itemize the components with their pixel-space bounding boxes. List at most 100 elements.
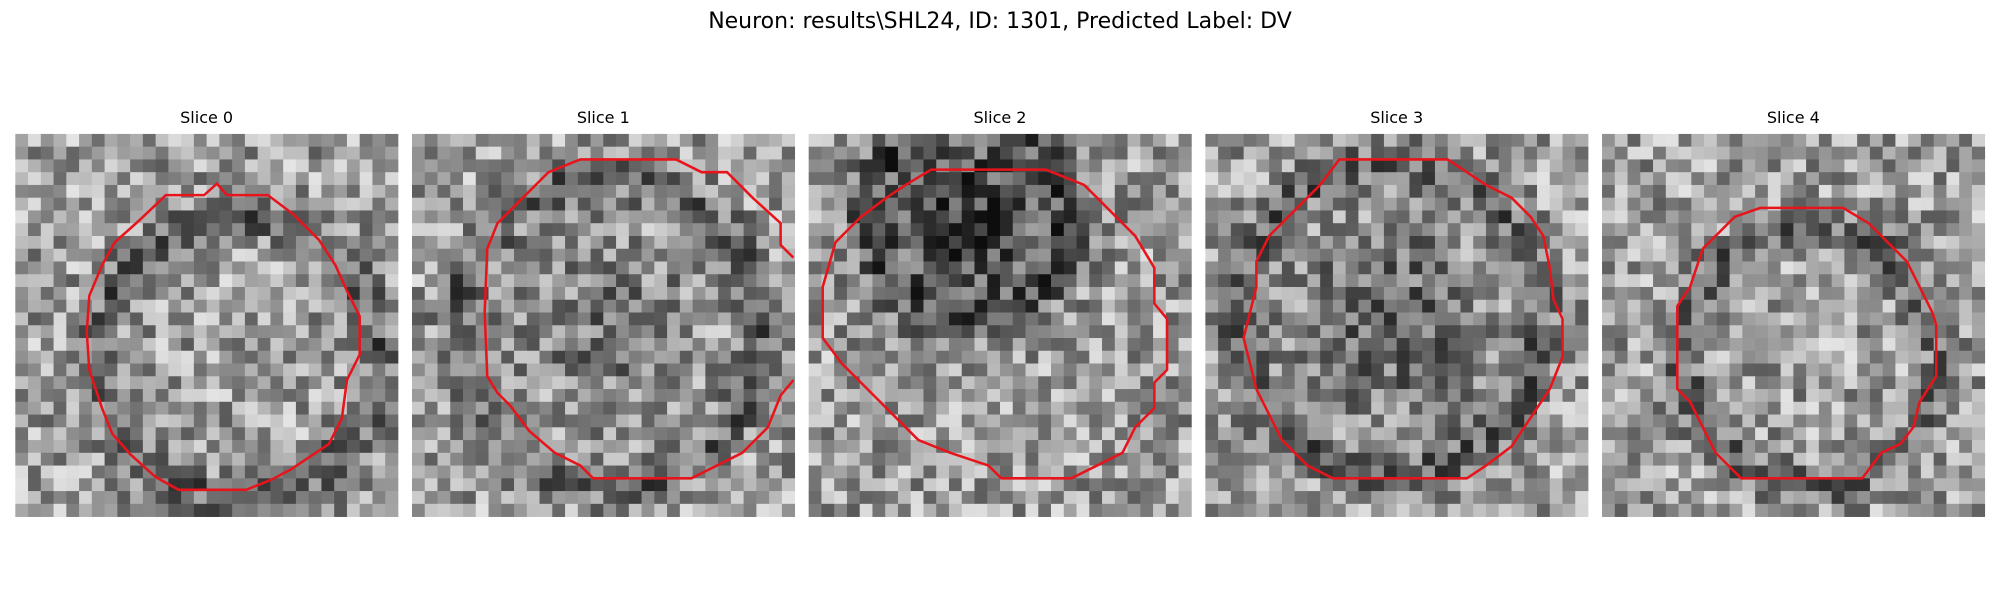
pixel	[1665, 376, 1679, 390]
pixel	[334, 452, 348, 466]
pixel	[1920, 478, 1935, 492]
pixel	[526, 440, 540, 454]
pixel	[1920, 401, 1935, 415]
pixel	[1332, 248, 1347, 262]
pixel	[987, 427, 1001, 441]
pixel	[1434, 363, 1449, 377]
pixel	[885, 146, 899, 160]
pixel	[1307, 197, 1321, 211]
pixel	[872, 286, 886, 301]
pixel	[1678, 338, 1692, 352]
pixel	[1371, 350, 1385, 364]
pixel	[1460, 197, 1474, 211]
pixel	[1345, 440, 1359, 454]
pixel	[1422, 286, 1436, 301]
pixel	[1653, 197, 1667, 211]
pixel	[730, 363, 745, 377]
pixel	[117, 274, 131, 288]
pixel	[1051, 184, 1065, 199]
pixel	[1844, 235, 1858, 250]
pixel	[846, 261, 861, 275]
pixel	[219, 223, 233, 237]
pixel	[1562, 452, 1576, 466]
pixel	[40, 491, 54, 505]
pixel	[206, 146, 220, 160]
pixel	[756, 312, 770, 326]
pixel	[1831, 235, 1845, 250]
pixel	[244, 133, 259, 148]
pixel	[1218, 274, 1232, 288]
pixel	[577, 274, 591, 288]
pixel	[730, 389, 745, 403]
pixel	[321, 478, 335, 492]
pixel	[359, 338, 373, 352]
pixel	[1704, 350, 1718, 364]
pixel	[910, 350, 924, 364]
pixel	[1933, 286, 1947, 301]
pixel	[1256, 440, 1270, 454]
pixel	[1882, 248, 1896, 262]
pixel	[923, 184, 937, 199]
pixel	[1959, 440, 1973, 454]
pixel	[142, 248, 156, 262]
pixel	[1165, 465, 1179, 479]
pixel	[628, 427, 642, 441]
pixel	[450, 389, 464, 403]
pixel	[692, 325, 706, 339]
pixel	[1640, 286, 1654, 301]
pixel	[1575, 299, 1589, 313]
pixel	[475, 299, 489, 313]
pixel	[1038, 261, 1052, 275]
pixel	[1320, 184, 1334, 199]
pixel	[334, 210, 348, 224]
pixel	[641, 223, 655, 237]
pixel	[1831, 261, 1845, 275]
pixel	[475, 414, 489, 428]
pixel	[1243, 465, 1257, 479]
pixel	[270, 248, 284, 262]
pixel	[1114, 299, 1128, 313]
pixel	[359, 133, 373, 148]
pixel	[821, 223, 835, 237]
pixel	[501, 184, 515, 199]
pixel	[168, 159, 182, 173]
pixel	[1844, 350, 1858, 364]
pixel	[1434, 401, 1449, 415]
pixel	[1780, 133, 1794, 148]
pixel	[859, 401, 873, 415]
pixel	[1511, 389, 1525, 403]
pixel	[1025, 223, 1039, 237]
pixel	[846, 465, 861, 479]
pixel	[718, 503, 732, 517]
pixel	[1602, 274, 1616, 288]
pixel	[1473, 452, 1487, 466]
pixel	[1140, 159, 1154, 173]
pixel	[219, 491, 233, 505]
pixel	[987, 286, 1001, 301]
pixel	[219, 503, 233, 517]
pixel	[1959, 299, 1973, 313]
pixel	[526, 452, 540, 466]
pixel	[756, 338, 770, 352]
pixel	[1205, 133, 1219, 148]
pixel	[1025, 350, 1039, 364]
pixel	[1205, 210, 1219, 224]
pixel	[372, 465, 386, 479]
pixel	[974, 223, 988, 237]
pixel	[1716, 210, 1730, 224]
pixel	[219, 312, 233, 326]
pixel	[283, 491, 297, 505]
pixel	[859, 427, 873, 441]
pixel	[1281, 146, 1296, 160]
pixel	[808, 440, 822, 454]
pixel	[1640, 325, 1654, 339]
pixel	[756, 503, 770, 517]
pixel	[1396, 350, 1410, 364]
pixel	[1205, 159, 1219, 173]
pixel	[1882, 286, 1896, 301]
pixel	[1742, 172, 1756, 186]
pixel	[168, 197, 182, 211]
pixel	[1256, 363, 1270, 377]
pixel	[1704, 389, 1718, 403]
pixel	[1485, 146, 1500, 160]
